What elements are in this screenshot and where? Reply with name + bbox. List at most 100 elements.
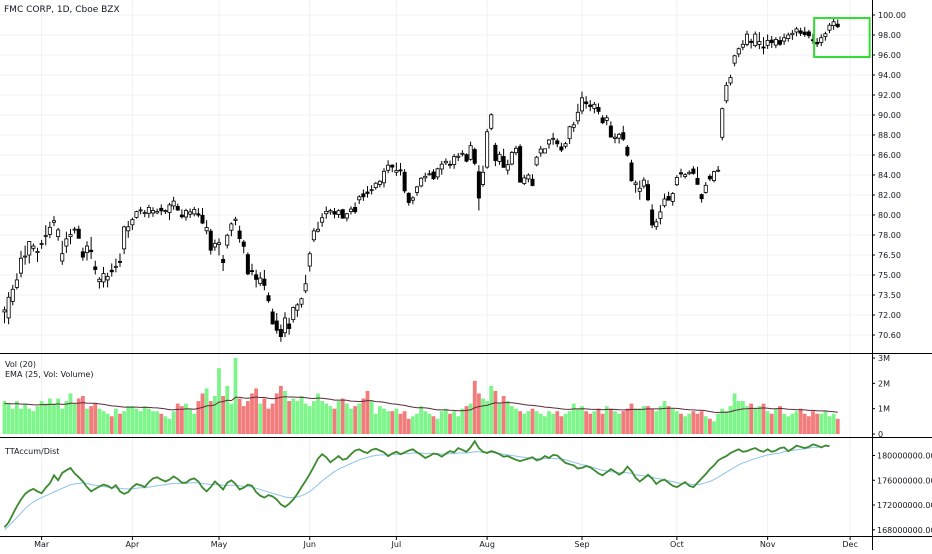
volume-bar-up <box>349 408 353 434</box>
candle-down <box>196 213 201 216</box>
candle-up <box>782 37 787 42</box>
candle-up <box>295 304 300 311</box>
volume-bar-up <box>2 401 7 434</box>
candle-up <box>258 277 263 284</box>
candle-down <box>221 258 226 263</box>
volume-bar-down <box>811 411 815 434</box>
candle-down <box>501 156 506 168</box>
candle-down <box>390 164 395 168</box>
volume-legend: Vol (20) <box>5 360 36 369</box>
volume-bar-up <box>23 403 28 434</box>
volume-bar-up <box>163 416 168 434</box>
candle-up <box>736 48 741 55</box>
volume-bar-down <box>835 418 840 434</box>
volume-bar-up <box>122 411 127 434</box>
volume-bar-up <box>633 408 638 434</box>
candle-up <box>456 155 461 158</box>
volume-bar-down <box>802 413 807 434</box>
candle-up <box>460 152 465 155</box>
candle-up <box>113 265 118 268</box>
ema-line <box>4 396 838 414</box>
volume-bar-up <box>155 411 160 434</box>
volume-bar-down <box>476 393 481 434</box>
price-tick-label: 98.00 <box>878 31 901 40</box>
candle-up <box>386 164 391 171</box>
candle-down <box>464 154 469 162</box>
candle-down <box>707 175 712 180</box>
candle-down <box>353 206 358 213</box>
volume-bar-up <box>468 403 473 434</box>
candle-up <box>2 309 7 313</box>
volume-bar-up <box>142 406 147 434</box>
month-label: Aug <box>479 540 495 549</box>
volume-bar-down <box>646 406 650 434</box>
candle-down <box>588 104 593 107</box>
candle-up <box>23 255 28 258</box>
volume-bar-up <box>303 403 308 434</box>
volume-bar-down <box>625 408 630 434</box>
candle-up <box>439 163 444 170</box>
volume-bar-up <box>394 408 399 434</box>
candle-up <box>753 33 758 46</box>
candle-up <box>633 182 638 185</box>
volume-bar-up <box>617 413 622 434</box>
volume-bar-up <box>732 393 737 434</box>
candle-up <box>575 111 580 122</box>
candle-down <box>287 323 292 329</box>
volume-bar-up <box>728 406 733 434</box>
candle-up <box>142 212 147 215</box>
candle-up <box>790 32 795 36</box>
volume-bar-up <box>336 401 341 434</box>
price-tick-label: 90.00 <box>878 111 901 120</box>
volume-bar-down <box>274 393 279 434</box>
candle-down <box>175 205 180 211</box>
volume-bar-up <box>14 401 19 434</box>
volume-pane[interactable] <box>2 358 840 434</box>
volume-bar-up <box>283 390 287 434</box>
volume-bar-up <box>819 413 824 434</box>
volume-bar-down <box>221 396 226 434</box>
volume-bar-up <box>307 406 312 434</box>
candle-down <box>402 171 407 192</box>
price-pane[interactable] <box>2 17 871 342</box>
volume-bar-up <box>637 408 642 434</box>
volume-bar-up <box>151 411 155 434</box>
candle-down <box>600 117 605 124</box>
volume-bar-up <box>192 413 197 434</box>
candle-down <box>159 207 164 212</box>
candle-down <box>629 162 634 182</box>
volume-bar-up <box>184 403 188 434</box>
volume-bar-up <box>212 396 217 434</box>
candle-up <box>794 28 799 33</box>
volume-tick-label: 2M <box>878 379 890 388</box>
candle-up <box>27 240 32 256</box>
volume-bar-down <box>200 393 205 434</box>
volume-bar-up <box>130 406 135 434</box>
volume-tick-label: 3M <box>878 354 890 363</box>
volume-bar-down <box>666 406 671 434</box>
volume-bar-up <box>138 411 143 434</box>
volume-bar-up <box>538 413 543 434</box>
tt-tick-label: 176000000.00 <box>877 476 932 485</box>
volume-bar-down <box>798 408 803 434</box>
candle-down <box>76 228 81 239</box>
candle-up <box>233 218 238 221</box>
candle-down <box>835 23 840 28</box>
candle-down <box>266 295 271 302</box>
candle-down <box>699 194 704 200</box>
volume-bar-up <box>514 408 518 434</box>
volume-bar-down <box>629 403 634 434</box>
tt-accum-dist-pane[interactable] <box>3 439 830 531</box>
candle-up <box>303 283 308 292</box>
month-label: Dec <box>842 540 857 549</box>
candle-up <box>138 209 143 212</box>
volume-bar-up <box>542 416 547 434</box>
candle-up <box>551 137 556 140</box>
candle-up <box>6 296 11 319</box>
volume-bar-up <box>217 368 221 434</box>
volume-bar-up <box>790 413 795 434</box>
candle-up <box>101 273 106 283</box>
volume-bar-down <box>365 390 370 434</box>
